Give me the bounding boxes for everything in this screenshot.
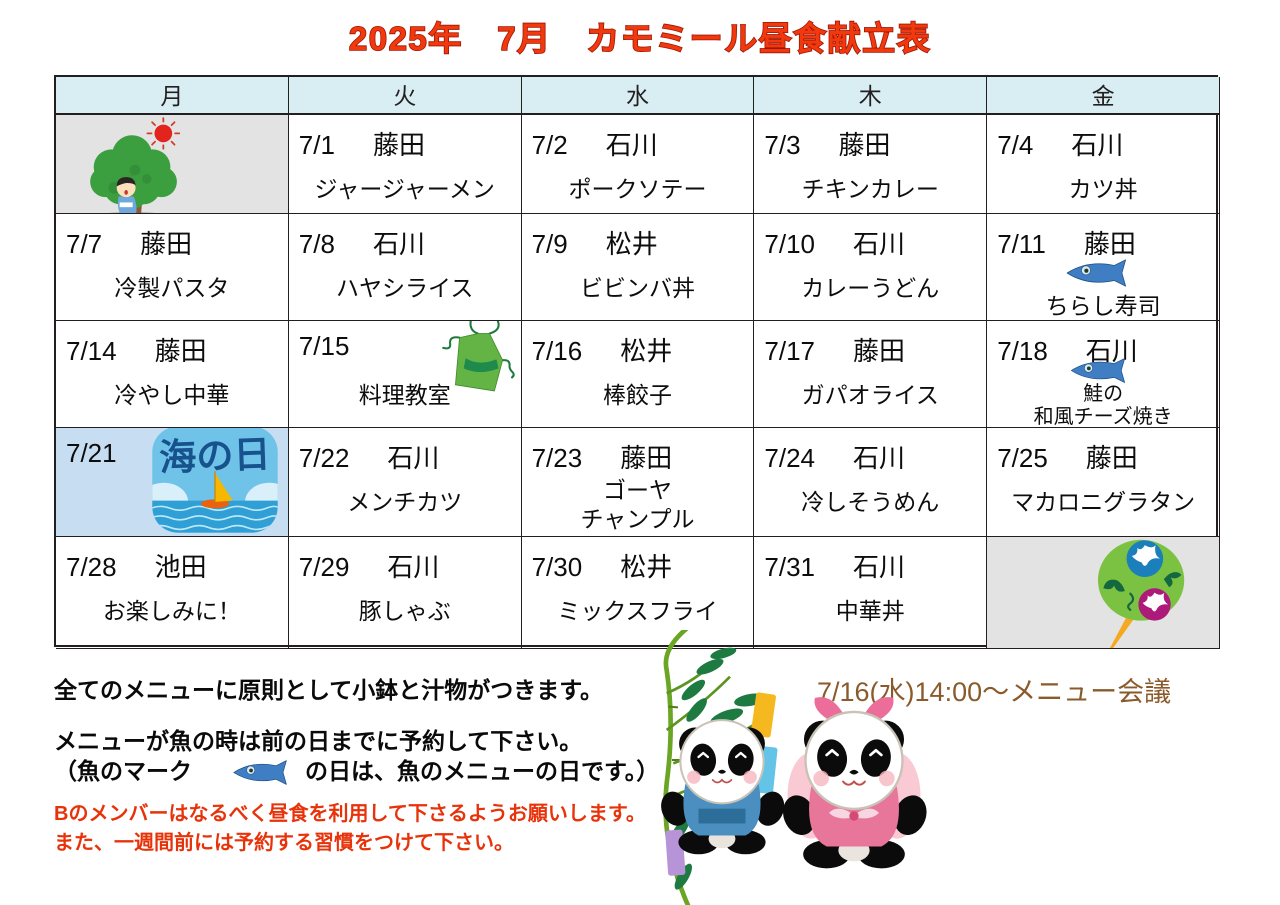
svg-text:海の日: 海の日	[158, 433, 271, 479]
